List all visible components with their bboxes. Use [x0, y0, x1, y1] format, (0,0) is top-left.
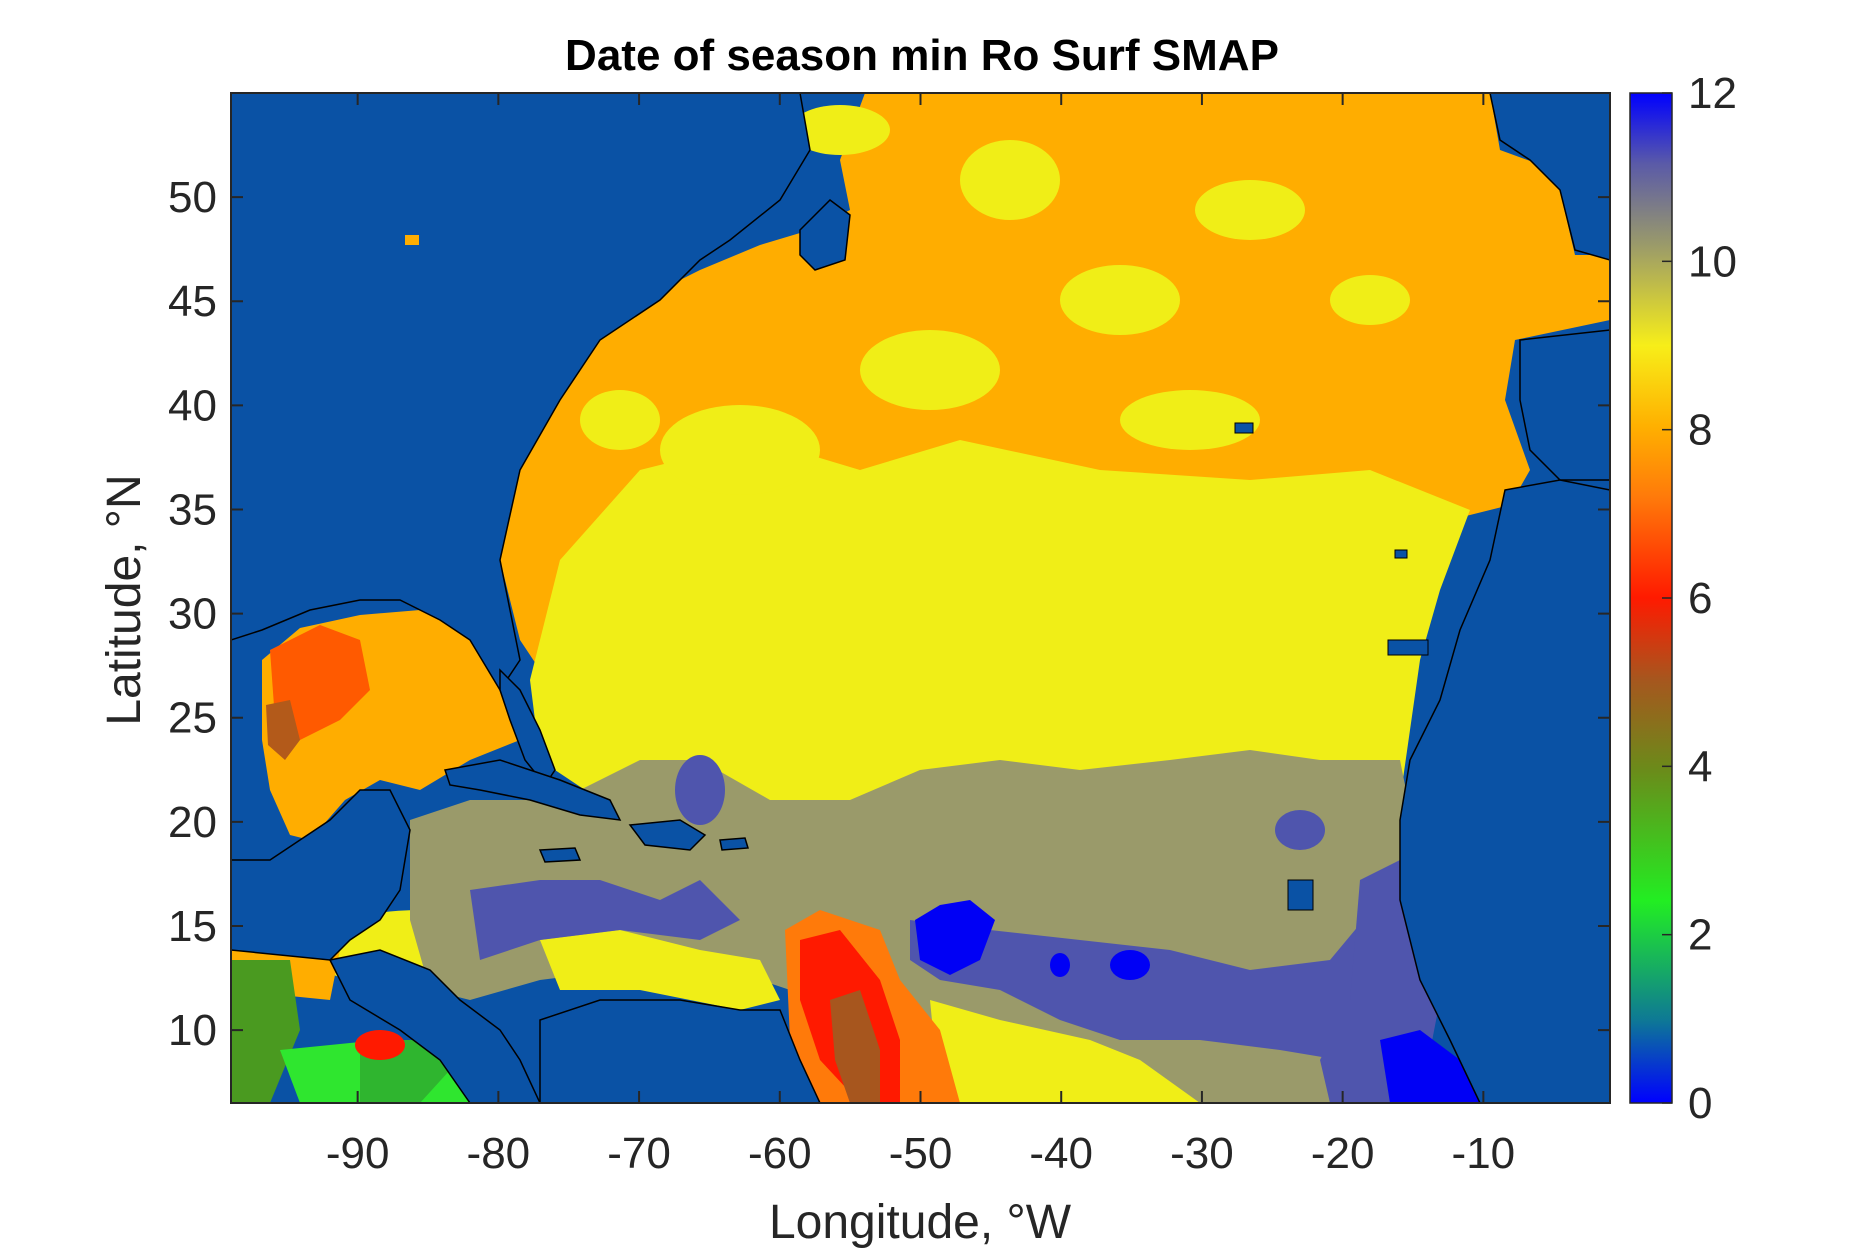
yellow-patch	[1120, 390, 1260, 450]
colorbar-tick-label: 10	[1688, 237, 1737, 286]
y-tick-label: 30	[168, 590, 217, 639]
y-tick-label: 35	[168, 485, 217, 534]
land-south-america	[539, 999, 821, 1103]
island-canaries	[1387, 639, 1429, 656]
island-cape-verde	[1287, 879, 1314, 911]
colorbar-tick-label: 2	[1688, 911, 1712, 960]
yellow-patch	[1060, 265, 1180, 335]
x-axis-label: Longitude, °W	[769, 1196, 1072, 1249]
land-puerto-rico	[719, 837, 749, 851]
x-tick-label: -40	[1029, 1129, 1093, 1178]
colorbar-ticks: 0 2 4 6 8 10 12	[1662, 69, 1737, 1128]
yellow-patch	[790, 105, 890, 155]
region-pacific-green	[231, 960, 300, 1103]
yellow-wedge-south	[930, 1000, 1200, 1103]
pacific-red-patch	[355, 1030, 405, 1060]
yellow-patch	[1330, 275, 1410, 325]
y-axis-ticks: 10 15 20 25 30 35 40 45 50	[168, 173, 1610, 1055]
land-jamaica	[538, 847, 582, 863]
y-tick-label: 10	[168, 1006, 217, 1055]
land-cuba	[444, 759, 622, 821]
region-purple-caribbean	[470, 880, 740, 960]
colorbar-tick-label: 12	[1688, 69, 1737, 118]
island-madeira	[1394, 549, 1408, 559]
chart-title: Date of season min Ro Surf SMAP	[565, 31, 1279, 80]
land-north-america	[231, 93, 811, 692]
land-europe	[1489, 93, 1610, 261]
land-hispaniola	[628, 819, 707, 851]
colorbar-tick-label: 8	[1688, 406, 1712, 455]
orange-speck	[405, 235, 419, 245]
region-gulf-red	[270, 625, 370, 740]
colorbar-tick-label: 6	[1688, 574, 1712, 623]
y-tick-label: 20	[168, 798, 217, 847]
y-tick-label: 45	[168, 277, 217, 326]
region-amazon-plume-brown	[830, 990, 880, 1103]
x-tick-label: -90	[326, 1129, 390, 1178]
x-axis-ticks: -90 -80 -70 -60 -50 -40 -30 -20 -10	[326, 93, 1515, 1178]
x-tick-label: -30	[1170, 1129, 1234, 1178]
y-tick-label: 40	[168, 381, 217, 430]
purple-patch	[1275, 810, 1325, 850]
x-tick-label: -70	[607, 1129, 671, 1178]
colorbar-tick-label: 0	[1688, 1079, 1712, 1128]
region-blue-min-central	[915, 900, 995, 975]
island-azores	[1234, 422, 1254, 434]
x-tick-label: -50	[889, 1129, 953, 1178]
yellow-strip-caribbean	[540, 930, 780, 1010]
yellow-patch	[1195, 180, 1305, 240]
colorbar-tick-label: 4	[1688, 742, 1712, 791]
region-blue-min-east	[1380, 1030, 1480, 1103]
x-tick-label: -20	[1311, 1129, 1375, 1178]
region-gulf-brown	[266, 700, 300, 760]
x-tick-label: -80	[467, 1129, 531, 1178]
yellow-patch	[660, 405, 820, 495]
x-tick-label: -10	[1452, 1129, 1516, 1178]
purple-patch	[675, 755, 725, 825]
y-tick-label: 15	[168, 902, 217, 951]
land-newfoundland	[799, 199, 851, 271]
x-tick-label: -60	[748, 1129, 812, 1178]
colorbar: 0 2 4 6 8 10 12	[1629, 69, 1737, 1128]
region-purple-central	[910, 900, 1400, 1060]
yellow-patch	[860, 330, 1000, 410]
blue-min-patch	[1050, 953, 1070, 977]
land-central-america-south	[328, 949, 541, 1103]
blue-min-patch	[1110, 950, 1150, 980]
y-axis-label: Latitude, °N	[98, 474, 151, 725]
map-plot	[231, 93, 1610, 1103]
land-africa	[1399, 479, 1610, 1103]
y-tick-label: 50	[168, 173, 217, 222]
y-tick-label: 25	[168, 694, 217, 743]
yellow-patch	[580, 390, 660, 450]
yellow-patch	[960, 140, 1060, 220]
